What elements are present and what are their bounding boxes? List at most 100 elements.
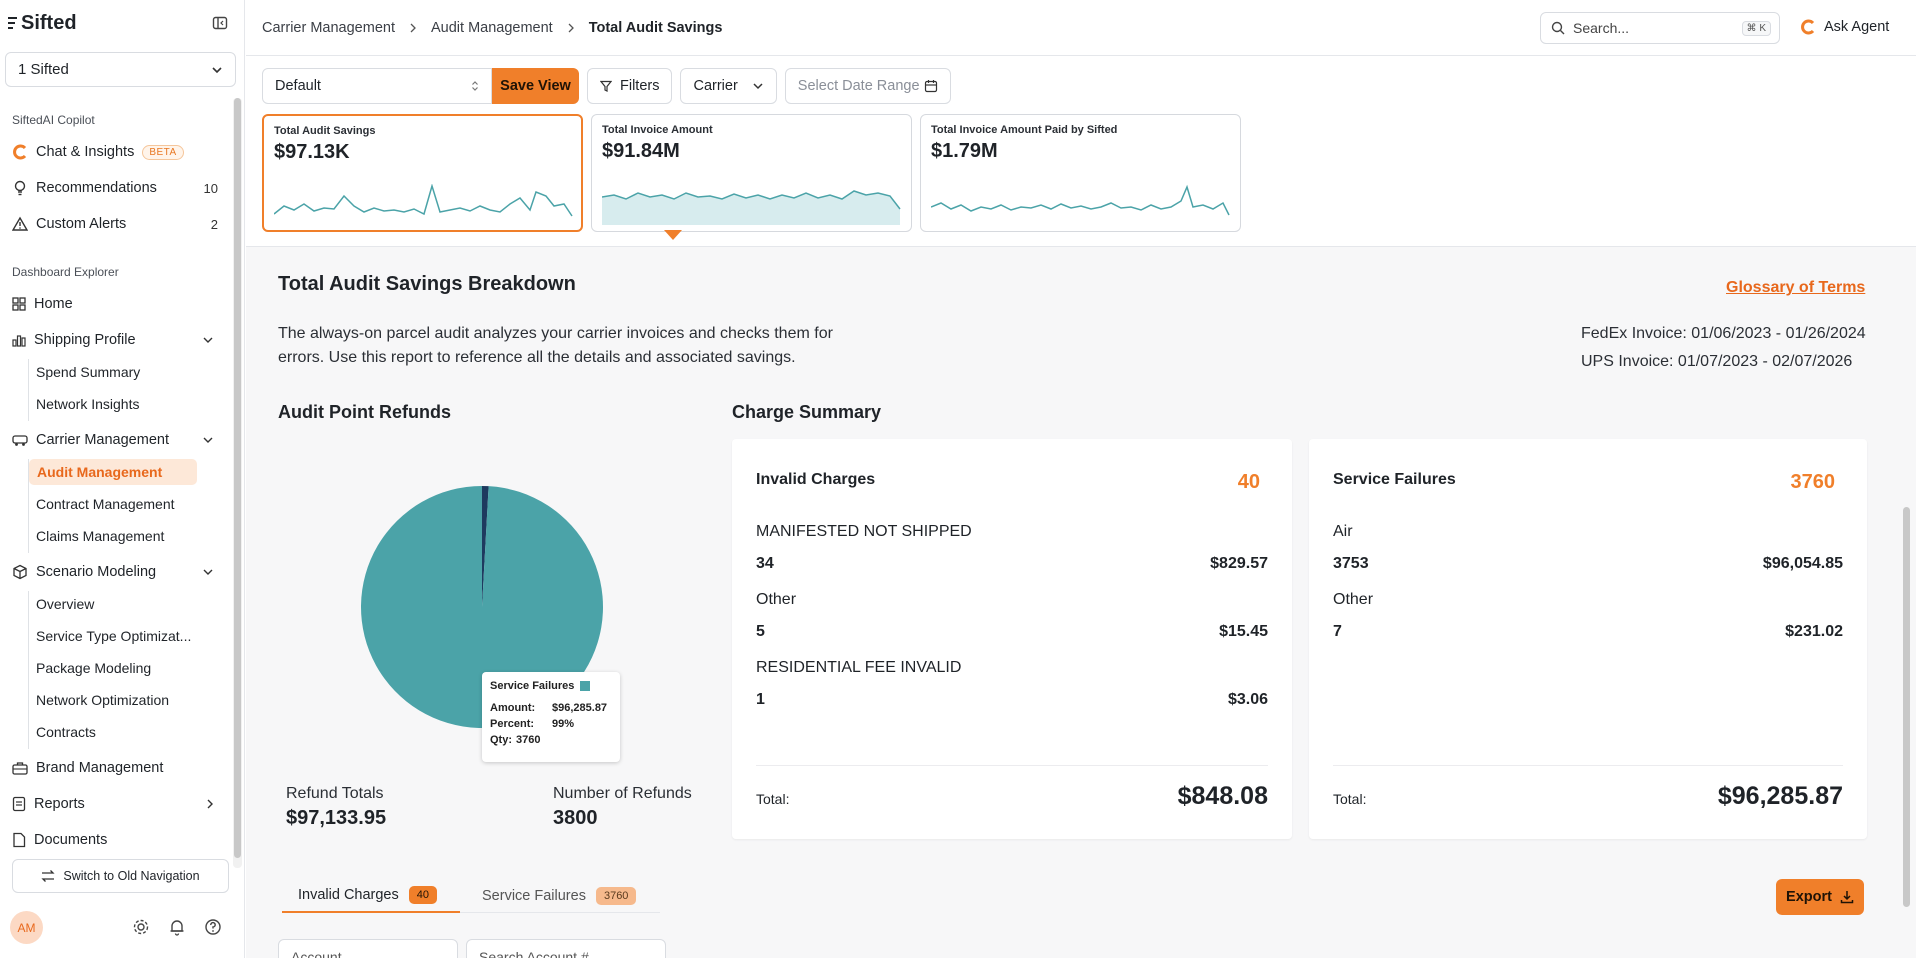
card-total-audit-savings[interactable]: Total Audit Savings $97.13K xyxy=(262,114,583,232)
carrier-dropdown[interactable]: Carrier xyxy=(680,68,777,104)
copilot-icon xyxy=(1800,19,1816,35)
save-view-button[interactable]: Save View xyxy=(492,68,579,104)
breadcrumb-audit-management[interactable]: Audit Management xyxy=(430,20,553,36)
sidebar-item-documents[interactable]: Documents xyxy=(12,827,220,853)
chevron-down-icon xyxy=(202,568,214,576)
date-range-input[interactable]: Select Date Range xyxy=(784,68,951,104)
ask-agent-button[interactable]: Ask Agent xyxy=(1800,19,1889,35)
bell-icon[interactable] xyxy=(168,918,186,936)
sidebar-item-spend-summary[interactable]: Spend Summary xyxy=(36,364,141,380)
help-icon[interactable] xyxy=(204,918,222,936)
recommendations-count: 10 xyxy=(203,180,218,196)
filter-icon xyxy=(600,80,612,92)
truck-icon xyxy=(12,433,28,447)
sidebar-item-scenario-modeling[interactable]: Scenario Modeling xyxy=(12,559,220,585)
breadcrumb-carrier-management[interactable]: Carrier Management xyxy=(262,20,395,36)
account-label: Account xyxy=(291,949,342,958)
search-icon xyxy=(1551,21,1565,35)
sidebar-item-overview[interactable]: Overview xyxy=(36,596,95,612)
tab-label: Service Failures xyxy=(482,888,586,904)
breakdown-panel: Total Audit Savings Breakdown Glossary o… xyxy=(246,246,1916,958)
sidebar-item-contract-management[interactable]: Contract Management xyxy=(36,496,175,512)
service-failures-total: $96,285.87 xyxy=(1717,782,1843,810)
chevron-right-icon xyxy=(206,798,214,810)
tooltip-percent-label: Percent: xyxy=(490,718,535,730)
search-input[interactable]: Search... ⌘ K xyxy=(1540,12,1780,44)
service-failures-title: Service Failures xyxy=(1333,471,1456,488)
breakdown-title: Total Audit Savings Breakdown xyxy=(278,273,576,295)
charge-qty: 3753 xyxy=(1333,555,1369,572)
sifted-logo-icon xyxy=(8,15,18,33)
chevron-right-icon xyxy=(409,22,417,34)
toolbar: Default Save View Filters Carrier Select… xyxy=(262,68,951,104)
search-account-input[interactable]: Search Account # xyxy=(466,939,666,958)
charge-amount: $3.06 xyxy=(1227,691,1268,708)
account-select[interactable]: Account xyxy=(278,939,458,958)
report-icon xyxy=(12,796,26,812)
alerts-count: 2 xyxy=(210,216,218,232)
tooltip-percent: 99% xyxy=(552,718,575,730)
sidebar-item-claims-management[interactable]: Claims Management xyxy=(36,528,165,544)
refund-totals-value: $97,133.95 xyxy=(286,807,387,829)
sidebar-item-chat[interactable]: Chat & Insights BETA xyxy=(12,139,220,165)
avatar[interactable]: AM xyxy=(10,911,43,944)
tab-invalid-charges[interactable]: Invalid Charges 40 xyxy=(282,879,460,913)
sidebar-item-audit-management[interactable]: Audit Management xyxy=(29,459,197,485)
card-value: $1.79M xyxy=(931,140,998,162)
pie-slice-invalid-charges[interactable] xyxy=(482,486,489,607)
switch-old-nav-button[interactable]: Switch to Old Navigation xyxy=(12,859,229,893)
refund-count: Number of Refunds 3800 xyxy=(553,785,692,830)
glossary-link[interactable]: Glossary of Terms xyxy=(1726,279,1866,296)
breadcrumb-current: Total Audit Savings xyxy=(588,20,723,36)
sidebar-item-service-type[interactable]: Service Type Optimizat... xyxy=(36,628,192,644)
sidebar-item-shipping-profile[interactable]: Shipping Profile xyxy=(12,327,220,353)
sidebar-item-package-modeling[interactable]: Package Modeling xyxy=(36,660,152,676)
ups-invoice-range: UPS Invoice: 01/07/2023 - 02/07/2026 xyxy=(1581,353,1853,370)
tooltip-qty: 3760 xyxy=(516,734,541,746)
charge-amount: $15.45 xyxy=(1219,623,1268,640)
carrier-label: Carrier xyxy=(693,78,738,94)
charge-category: MANIFESTED NOT SHIPPED xyxy=(756,523,972,540)
refund-totals-label: Refund Totals xyxy=(286,785,384,802)
card-value: $91.84M xyxy=(602,140,680,162)
collapse-sidebar-icon[interactable] xyxy=(212,15,228,31)
pie-tooltip: Service Failures Amount: $96,285.87 Perce… xyxy=(482,672,620,762)
org-selector[interactable]: 1 Sifted xyxy=(5,52,236,87)
card-value: $97.13K xyxy=(274,141,350,163)
alert-triangle-icon xyxy=(12,216,28,232)
selected-card-pointer xyxy=(664,230,682,240)
sidebar-item-brand-management[interactable]: Brand Management xyxy=(12,755,220,781)
sidebar-item-reports[interactable]: Reports xyxy=(12,791,220,817)
export-button[interactable]: Export xyxy=(1776,879,1864,915)
sidebar-item-carrier-management[interactable]: Carrier Management xyxy=(12,427,220,453)
sidebar-item-network-insights[interactable]: Network Insights xyxy=(36,396,140,412)
view-select[interactable]: Default xyxy=(262,68,492,104)
divider xyxy=(1333,765,1843,766)
carrier-submenu-line xyxy=(28,459,29,553)
search-placeholder: Search... xyxy=(1573,20,1630,36)
logo[interactable]: Sifted xyxy=(8,12,77,35)
tooltip-amount: $96,285.87 xyxy=(552,702,608,714)
charge-qty: 7 xyxy=(1333,623,1342,640)
tab-service-failures[interactable]: Service Failures 3760 xyxy=(482,879,637,913)
sidebar-item-contracts[interactable]: Contracts xyxy=(36,724,96,740)
refund-count-label: Number of Refunds xyxy=(553,785,692,802)
sidebar-item-network-optimization[interactable]: Network Optimization xyxy=(36,692,170,708)
content-scrollbar[interactable] xyxy=(1903,507,1912,907)
chevron-right-icon xyxy=(567,22,575,34)
sidebar-item-home[interactable]: Home xyxy=(12,291,220,317)
sidebar-item-alerts[interactable]: Custom Alerts 2 xyxy=(12,211,220,237)
invalid-charges-title: Invalid Charges xyxy=(756,471,876,488)
view-select-value: Default xyxy=(275,78,321,94)
pie-slice-service-failures[interactable] xyxy=(361,486,603,728)
filters-button[interactable]: Filters xyxy=(587,68,673,104)
settings-icon[interactable] xyxy=(132,918,150,936)
card-invoice-paid-by-sifted[interactable]: Total Invoice Amount Paid by Sifted $1.7… xyxy=(920,114,1241,232)
logo-text: Sifted xyxy=(21,12,77,34)
sidebar-item-recommendations[interactable]: Recommendations 10 xyxy=(12,175,220,201)
sidebar-scrollbar[interactable] xyxy=(233,98,242,868)
document-icon xyxy=(12,832,26,848)
total-label: Total: xyxy=(1333,791,1367,807)
refunds-pie-chart[interactable] xyxy=(352,477,612,737)
card-total-invoice-amount[interactable]: Total Invoice Amount $91.84M xyxy=(591,114,912,232)
